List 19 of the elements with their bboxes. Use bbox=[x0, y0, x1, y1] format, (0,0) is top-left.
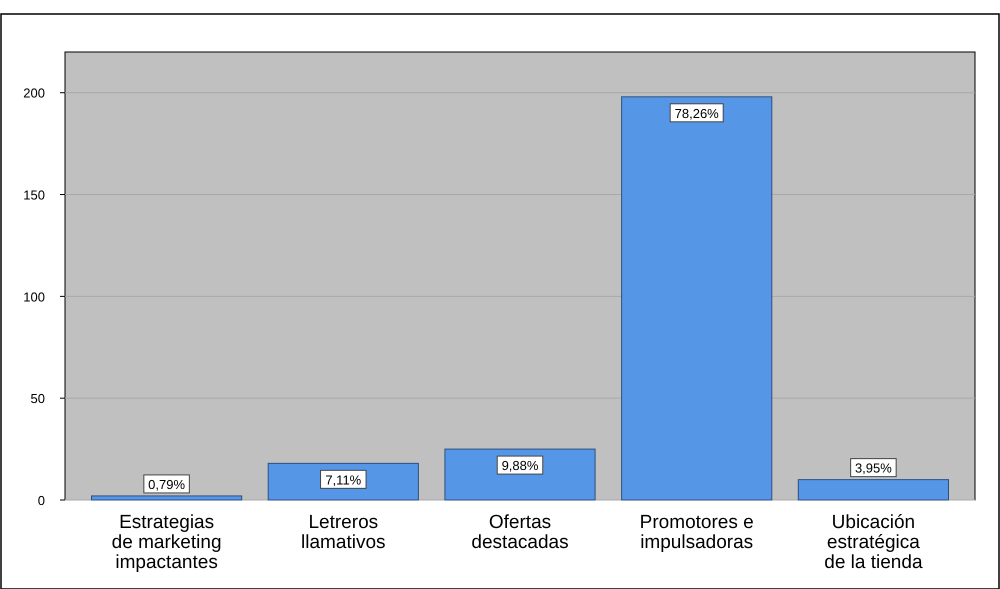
x-tick-label: Promotores e impulsadoras bbox=[640, 512, 754, 553]
annotation: 9,88% bbox=[502, 458, 539, 474]
annotation: 3,95% bbox=[854, 460, 892, 476]
annotation: 7,11% bbox=[325, 472, 362, 488]
x-tick-label: Ofertas destacadas bbox=[471, 512, 569, 553]
annotation: 78,26% bbox=[674, 106, 720, 121]
x-tick-label: Ubicación estratégica de la tienda bbox=[824, 512, 923, 573]
bar bbox=[444, 448, 596, 500]
y-tick-label: 150 bbox=[23, 188, 45, 203]
bar bbox=[621, 96, 772, 500]
bar bbox=[91, 495, 242, 500]
y-tick-label: 100 bbox=[23, 289, 45, 304]
y-tick-label: 50 bbox=[30, 391, 45, 406]
x-tick-label: Letreros llamativos bbox=[301, 512, 386, 553]
annotation: 0,79% bbox=[148, 476, 186, 492]
y-tick-label: 0 bbox=[38, 493, 45, 508]
bar bbox=[798, 479, 949, 500]
y-tick-label: 200 bbox=[23, 86, 45, 101]
x-tick-label: Estrategias de marketing impactantes bbox=[112, 512, 222, 573]
